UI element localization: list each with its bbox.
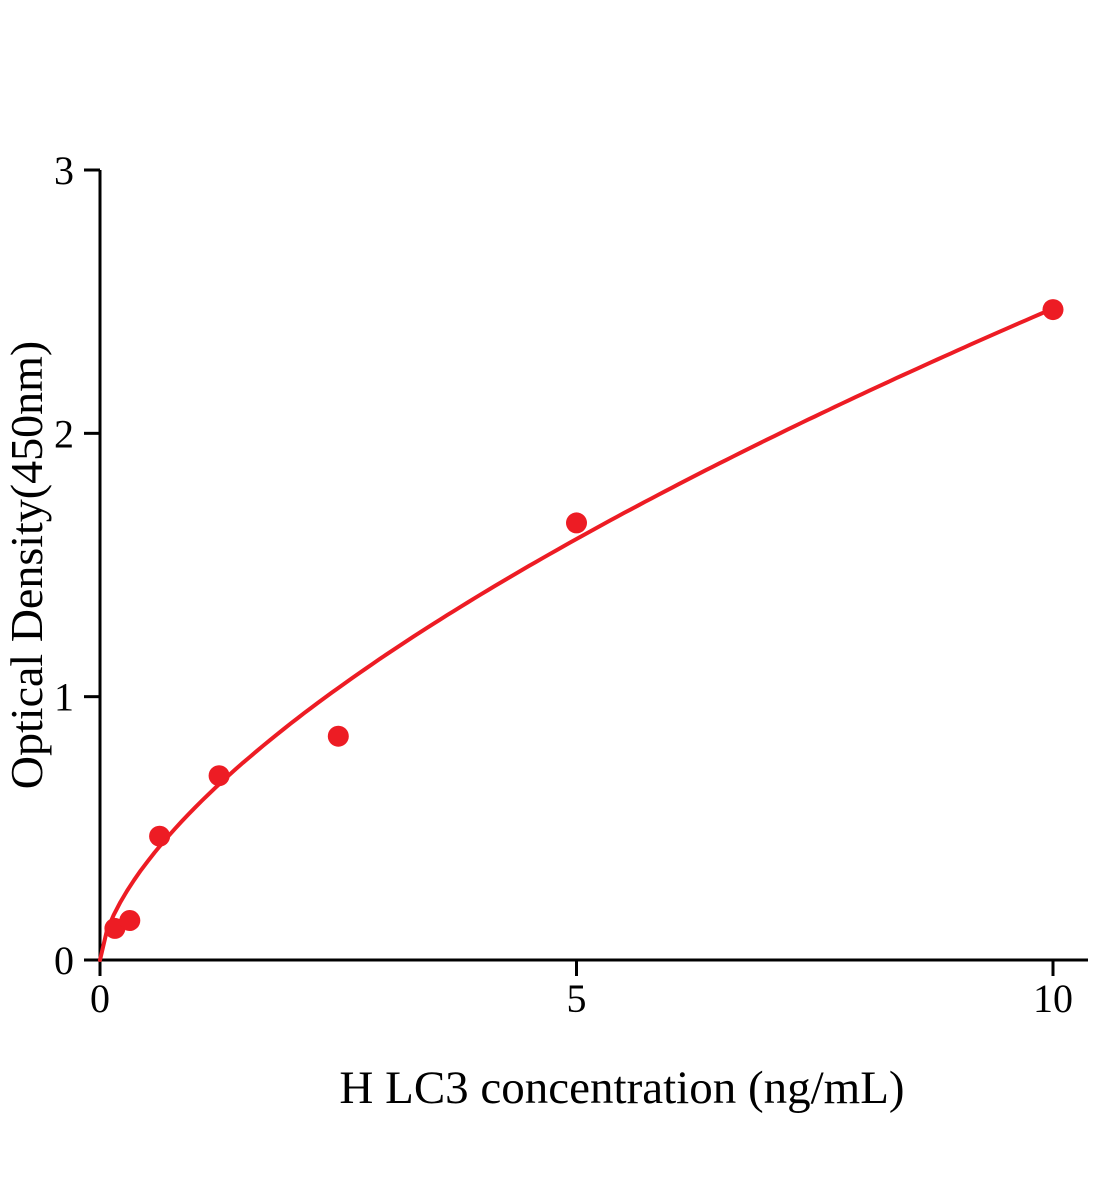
data-point: [149, 825, 171, 847]
data-point: [208, 765, 230, 787]
x-axis-title: H LC3 concentration (ng/mL): [339, 1062, 904, 1114]
y-tick-label: 2: [54, 411, 74, 456]
axes: [98, 170, 1088, 962]
data-point: [566, 512, 587, 534]
data-point: [1042, 299, 1064, 321]
data-points: [104, 299, 1064, 939]
fit-curve-line: [98, 306, 1055, 962]
y-tick-label: 3: [54, 148, 74, 193]
y-axis-title: Optical Density(450nm): [1, 341, 52, 789]
data-point: [119, 910, 141, 931]
x-tick-label: 5: [567, 976, 587, 1021]
tick-labels: 0 5 10 0 1 2 3: [54, 148, 1073, 1021]
data-point: [327, 725, 349, 747]
y-tick-label: 0: [54, 938, 74, 983]
x-tick-label: 10: [1033, 976, 1073, 1021]
y-tick-label: 1: [54, 675, 74, 720]
x-tick-label: 0: [90, 976, 110, 1021]
tick-marks: [84, 168, 1055, 976]
